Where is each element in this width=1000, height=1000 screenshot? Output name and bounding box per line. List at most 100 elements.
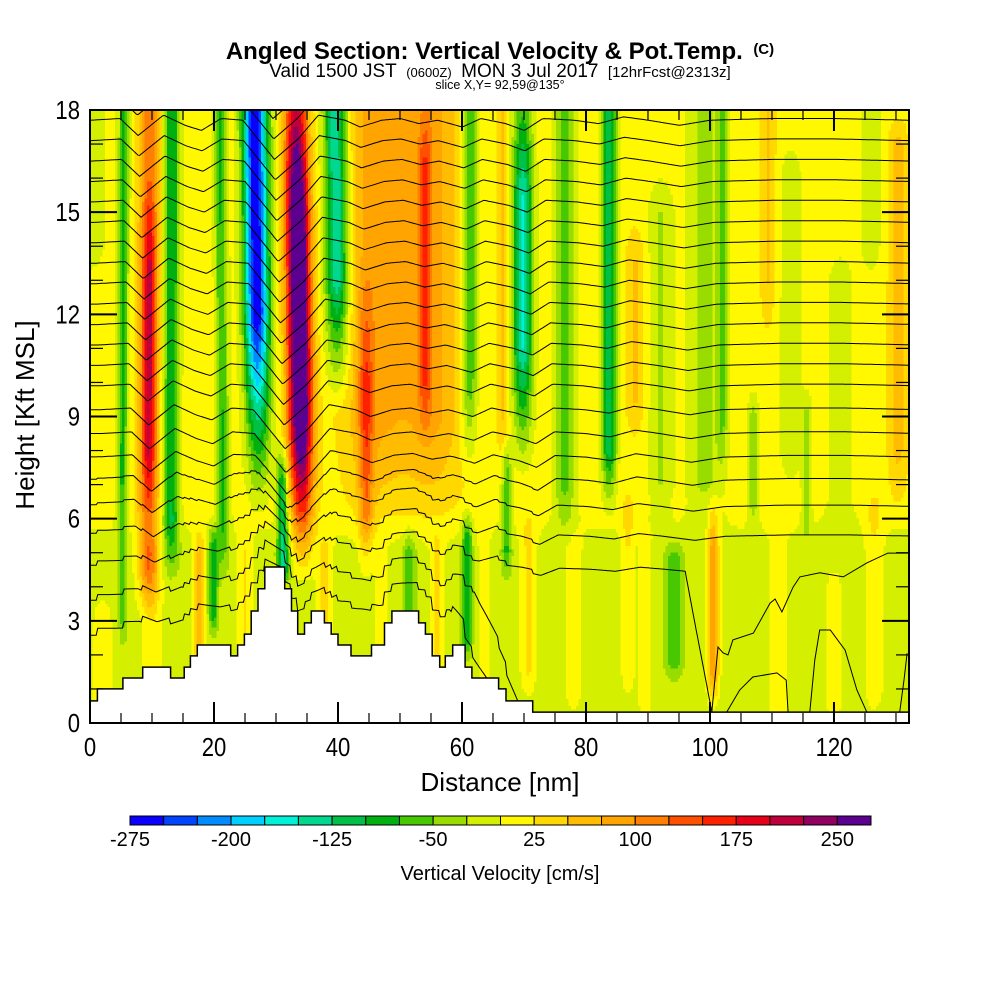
colorbar-segment xyxy=(601,815,636,826)
heatmap-cell xyxy=(424,447,428,486)
heatmap-cell xyxy=(526,443,530,472)
heatmap-cell xyxy=(357,522,361,540)
heatmap-cell xyxy=(419,147,423,397)
heatmap-cell xyxy=(670,682,674,723)
heatmap-cell xyxy=(469,535,473,646)
isentrope-line xyxy=(90,380,909,426)
heatmap-cell xyxy=(169,579,173,723)
heatmap-cell xyxy=(471,416,475,455)
heatmap-cell xyxy=(461,511,465,526)
heatmap-cell xyxy=(231,110,235,516)
heatmap-cell xyxy=(308,133,312,172)
heatmap-cell xyxy=(365,556,369,578)
heatmap-cell xyxy=(402,419,406,475)
heatmap-cell xyxy=(149,508,153,554)
heatmap-cell xyxy=(261,385,265,407)
heatmap-cell xyxy=(258,341,262,363)
heatmap-cell xyxy=(541,110,545,530)
heatmap-cell xyxy=(521,430,525,455)
heatmap-cell xyxy=(152,573,155,591)
heatmap-cell xyxy=(342,317,346,346)
heatmap-cell xyxy=(362,430,366,482)
heatmap-cell xyxy=(516,539,520,723)
heatmap-cell xyxy=(156,110,160,499)
heatmap-cell xyxy=(771,307,775,721)
heatmap-cell xyxy=(310,491,314,516)
heatmap-cell xyxy=(561,110,565,492)
heatmap-cell xyxy=(214,110,217,227)
x-tick-label: 20 xyxy=(202,733,227,762)
heatmap-cell xyxy=(742,110,746,530)
heatmap-cell xyxy=(804,409,808,537)
heatmap-cell xyxy=(754,110,758,394)
heatmap-cell xyxy=(526,416,530,445)
heatmap-cell xyxy=(407,515,411,526)
heatmap-cell xyxy=(523,123,527,152)
heatmap-cell xyxy=(337,389,341,411)
heatmap-cell xyxy=(246,178,250,302)
heatmap-cell xyxy=(900,498,904,530)
heatmap-cell xyxy=(330,293,334,319)
heatmap-cell xyxy=(288,440,292,462)
heatmap-cell xyxy=(494,110,498,530)
heatmap-cell xyxy=(893,140,897,458)
heatmap-cell xyxy=(298,542,302,554)
isentrope-line xyxy=(90,135,909,180)
heatmap-cell xyxy=(142,607,146,680)
heatmap-cell xyxy=(419,515,423,540)
heatmap-cell xyxy=(506,552,510,567)
heatmap-cell xyxy=(675,552,679,670)
heatmap-cell xyxy=(360,110,364,257)
heatmap-cell xyxy=(253,327,257,346)
heatmap-cell xyxy=(523,178,527,363)
heatmap-cell xyxy=(335,453,339,537)
heatmap-cell xyxy=(209,110,213,520)
heatmap-cell xyxy=(414,110,418,435)
heatmap-cell xyxy=(533,430,537,683)
heatmap-cell xyxy=(370,532,374,547)
heatmap-cell xyxy=(742,528,746,723)
heatmap-cell xyxy=(355,498,359,526)
heatmap-cell xyxy=(233,300,237,533)
heatmap-cell xyxy=(449,508,453,540)
heatmap-cell xyxy=(672,518,676,544)
heatmap-cell xyxy=(608,498,612,516)
heatmap-cell xyxy=(635,110,639,230)
heatmap-cell xyxy=(345,389,349,503)
heatmap-cell xyxy=(794,474,798,530)
heatmap-cell xyxy=(680,675,684,723)
heatmap-cell xyxy=(523,385,527,407)
isentrope-line xyxy=(90,175,909,221)
heatmap-cell xyxy=(709,498,713,513)
heatmap-cell xyxy=(404,515,408,530)
heatmap-cell xyxy=(119,624,123,646)
heatmap-cell xyxy=(266,440,270,475)
heatmap-cell xyxy=(129,532,133,723)
heatmap-cell xyxy=(829,573,832,721)
heatmap-cell xyxy=(744,110,748,523)
heatmap-cell xyxy=(762,317,766,530)
heatmap-cell xyxy=(613,110,617,462)
colorbar-segment xyxy=(634,815,670,826)
heatmap-cell xyxy=(268,498,272,530)
heatmap-cell xyxy=(189,532,193,723)
heatmap-cell xyxy=(615,532,619,723)
heatmap-cell xyxy=(717,460,721,499)
x-tick-label: 40 xyxy=(326,733,351,762)
heatmap-cell xyxy=(685,498,689,506)
heatmap-cell xyxy=(754,392,758,414)
isentrope-line xyxy=(90,558,488,679)
heatmap-cell xyxy=(266,110,270,155)
colorbar-tick-labels: -275 -200 -125 -50 25 100 175 250 xyxy=(110,829,854,851)
heatmap-cell xyxy=(633,225,637,261)
heatmap-cell xyxy=(464,110,468,411)
heatmap-cell xyxy=(335,535,339,723)
heatmap-cell xyxy=(169,501,173,526)
heatmap-cell xyxy=(533,682,537,723)
heatmap-cell xyxy=(581,110,585,550)
heatmap-cell xyxy=(734,525,738,723)
heatmap-cell xyxy=(796,470,800,526)
heatmap-cell xyxy=(295,477,299,492)
heatmap-cell xyxy=(226,110,230,397)
heatmap-cell xyxy=(811,110,815,509)
